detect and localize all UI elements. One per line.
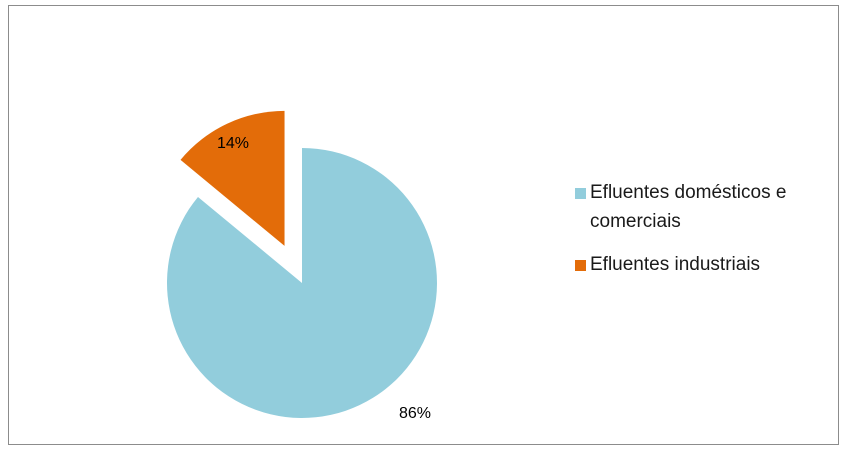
legend-label-industrial: Efluentes industriais — [590, 254, 761, 275]
legend-item-domestic: Efluentes domésticos e comerciais — [575, 178, 825, 236]
legend-swatch-domestic — [575, 188, 586, 199]
data-label-domestic: 86% — [399, 405, 431, 422]
pie-slice-industrial — [180, 110, 285, 246]
legend-label-domestic: Efluentes domésticos e comerciais — [590, 182, 787, 232]
legend-swatch-industrial — [575, 260, 586, 271]
legend: Efluentes domésticos e comerciais Efluen… — [575, 178, 825, 293]
legend-item-industrial: Efluentes industriais — [575, 250, 825, 279]
pie-slice-domestic — [166, 148, 437, 418]
data-label-industrial: 14% — [217, 135, 249, 152]
